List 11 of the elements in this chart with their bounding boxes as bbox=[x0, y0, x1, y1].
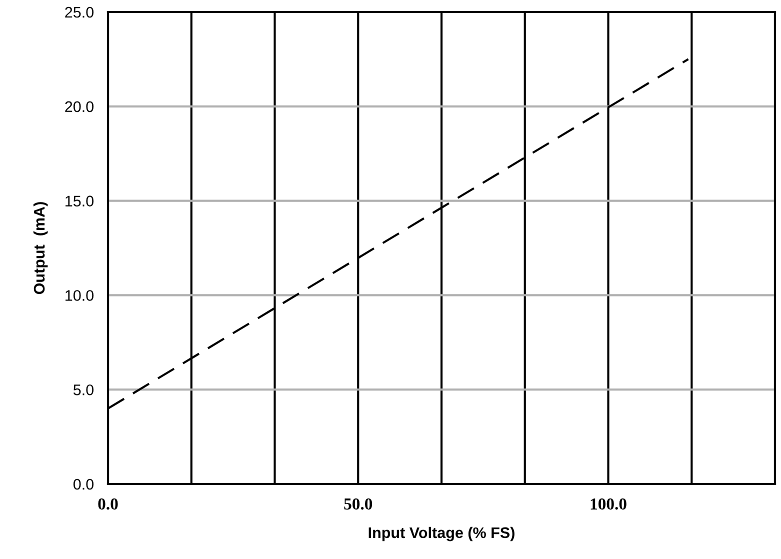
y-tick-label: 15.0 bbox=[66, 196, 94, 206]
y-tick-label: 10.0 bbox=[66, 290, 94, 301]
y-tick-label: 0.0 bbox=[73, 478, 94, 490]
y-axis-title: Output (mA) bbox=[33, 202, 48, 294]
y-tick-label: 20.0 bbox=[65, 101, 94, 112]
y-tick-label: 5.0 bbox=[73, 384, 94, 396]
x-axis-title: Input Voltage (% FS) bbox=[368, 526, 514, 542]
x-tick-label: 100.0 bbox=[590, 498, 626, 510]
x-tick-label: 0.0 bbox=[98, 498, 118, 510]
y-tick-label: 25.0 bbox=[65, 6, 94, 18]
x-tick-label: 50.0 bbox=[344, 498, 372, 510]
